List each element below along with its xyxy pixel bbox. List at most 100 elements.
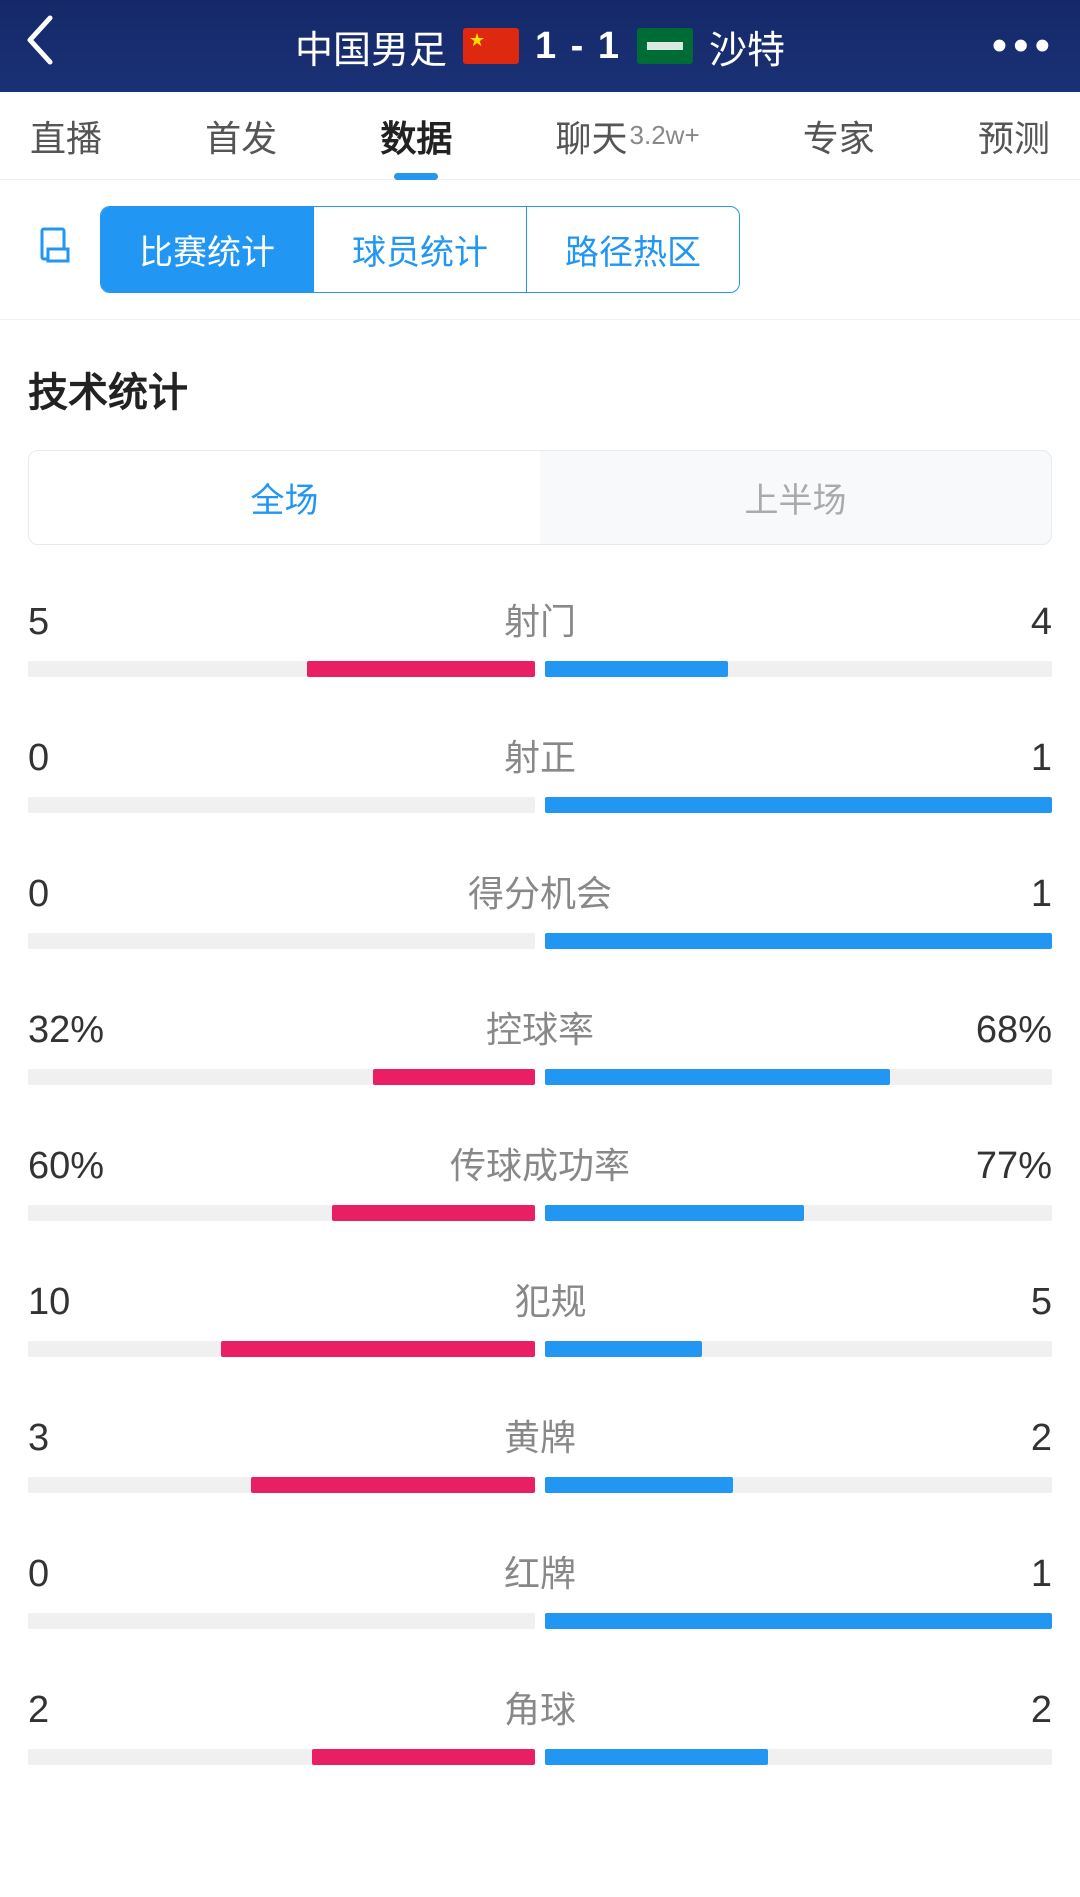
nav-tab-5[interactable]: 预测 — [978, 92, 1050, 180]
stat-away-value: 1 — [1031, 737, 1052, 780]
stat-name: 角球 — [504, 1681, 576, 1733]
home-bar-fill — [312, 1749, 535, 1765]
away-flag-icon — [637, 28, 693, 64]
away-bar-fill — [545, 661, 728, 677]
home-bar-track — [28, 1205, 535, 1221]
away-bar-track — [545, 1341, 1052, 1357]
nav-tab-badge: 3.2w+ — [630, 120, 700, 151]
subtab-2[interactable]: 路径热区 — [527, 207, 739, 292]
match-score-panel: 中国男足 1 - 1 沙特 — [295, 19, 785, 74]
away-bar-track — [545, 1613, 1052, 1629]
stat-name: 红牌 — [504, 1545, 576, 1597]
stat-home-value: 0 — [28, 737, 49, 780]
nav-tab-1[interactable]: 首发 — [205, 92, 277, 180]
stats-segmented-control: 比赛统计球员统计路径热区 — [100, 206, 740, 293]
away-bar-track — [545, 1069, 1052, 1085]
stat-away-value: 1 — [1031, 1553, 1052, 1596]
stats-section: 技术统计 全场上半场 5射门40射正10得分机会132%控球率68%60%传球成… — [0, 320, 1080, 1765]
home-bar-track — [28, 1613, 535, 1629]
away-bar-track — [545, 1477, 1052, 1493]
stat-labels: 3 黄牌 2 — [28, 1409, 1052, 1461]
home-bar-track — [28, 1069, 535, 1085]
match-header: 中国男足 1 - 1 沙特 ••• — [0, 0, 1080, 92]
stat-labels: 5射门4 — [28, 593, 1052, 645]
stat-labels: 32% 控球率 68% — [28, 1001, 1052, 1053]
stat-home-value: 10 — [28, 1281, 70, 1324]
away-bar-fill — [545, 797, 1052, 813]
stat-away-value: 5 — [1031, 1281, 1052, 1324]
stat-home-value: 2 — [28, 1689, 49, 1732]
stat-labels: 0得分机会1 — [28, 865, 1052, 917]
stat-labels: 10犯规5 — [28, 1273, 1052, 1325]
stat-name: 传球成功率 — [450, 1137, 630, 1189]
stat-row: 32% 控球率 68% — [28, 1001, 1052, 1085]
back-button[interactable] — [24, 14, 54, 79]
away-bar-fill — [545, 1069, 890, 1085]
home-flag-icon — [463, 28, 519, 64]
stat-bars — [28, 933, 1052, 949]
home-bar-track — [28, 933, 535, 949]
stat-bars — [28, 797, 1052, 813]
stat-row: 2 角球 2 — [28, 1681, 1052, 1765]
home-bar-track — [28, 1749, 535, 1765]
nav-tab-3[interactable]: 聊天3.2w+ — [556, 92, 700, 180]
nav-tab-2[interactable]: 数据 — [380, 92, 452, 180]
stat-home-value: 0 — [28, 1553, 49, 1596]
home-bar-fill — [332, 1205, 535, 1221]
stat-labels: 60%传球成功率77% — [28, 1137, 1052, 1189]
stat-row: 3 黄牌 2 — [28, 1409, 1052, 1493]
away-bar-fill — [545, 1205, 804, 1221]
away-bar-track — [545, 1205, 1052, 1221]
home-bar-fill — [251, 1477, 535, 1493]
away-bar-fill — [545, 1749, 768, 1765]
home-bar-fill — [307, 661, 535, 677]
stat-bars — [28, 661, 1052, 677]
more-button[interactable]: ••• — [992, 21, 1056, 71]
nav-tabs: 直播 首发 数据 聊天3.2w+ 专家 预测 — [0, 92, 1080, 180]
stat-bars — [28, 1749, 1052, 1765]
home-team-name: 中国男足 — [295, 19, 447, 74]
chevron-left-icon — [24, 14, 54, 66]
stat-labels: 2 角球 2 — [28, 1681, 1052, 1733]
stat-home-value: 3 — [28, 1417, 49, 1460]
subtab-1[interactable]: 球员统计 — [314, 207, 527, 292]
stat-bars — [28, 1205, 1052, 1221]
away-bar-fill — [545, 1613, 1052, 1629]
stat-row: 5射门4 — [28, 593, 1052, 677]
stat-labels: 0 射正 1 — [28, 729, 1052, 781]
stat-away-value: 68% — [976, 1009, 1052, 1052]
period-tab-0[interactable]: 全场 — [29, 451, 540, 544]
stat-home-value: 0 — [28, 873, 49, 916]
stat-row: 0 红牌 1 — [28, 1545, 1052, 1629]
nav-tab-0[interactable]: 直播 — [30, 92, 102, 180]
stat-row: 0 射正 1 — [28, 729, 1052, 813]
away-bar-track — [545, 1749, 1052, 1765]
stat-name: 射门 — [504, 593, 576, 645]
stat-away-value: 1 — [1031, 873, 1052, 916]
stat-labels: 0 红牌 1 — [28, 1545, 1052, 1597]
stats-list: 5射门40射正10得分机会132%控球率68%60%传球成功率77%10犯规53… — [28, 593, 1052, 1765]
stat-row: 10犯规5 — [28, 1273, 1052, 1357]
away-bar-track — [545, 933, 1052, 949]
stat-bars — [28, 1069, 1052, 1085]
stat-home-value: 32% — [28, 1009, 104, 1052]
period-tab-1[interactable]: 上半场 — [540, 451, 1051, 544]
stat-away-value: 2 — [1031, 1689, 1052, 1732]
document-icon[interactable] — [36, 225, 76, 275]
home-bar-fill — [373, 1069, 535, 1085]
away-bar-fill — [545, 933, 1052, 949]
home-bar-track — [28, 1341, 535, 1357]
home-bar-fill — [221, 1341, 535, 1357]
stat-away-value: 2 — [1031, 1417, 1052, 1460]
away-bar-fill — [545, 1341, 702, 1357]
away-team-name: 沙特 — [709, 19, 785, 74]
nav-tab-4[interactable]: 专家 — [803, 92, 875, 180]
stat-away-value: 77% — [976, 1145, 1052, 1188]
stat-row: 60%传球成功率77% — [28, 1137, 1052, 1221]
stat-name: 射正 — [504, 729, 576, 781]
stat-name: 控球率 — [486, 1001, 594, 1053]
subtab-0[interactable]: 比赛统计 — [101, 207, 314, 292]
stat-name: 黄牌 — [504, 1409, 576, 1461]
stat-bars — [28, 1613, 1052, 1629]
away-bar-track — [545, 661, 1052, 677]
